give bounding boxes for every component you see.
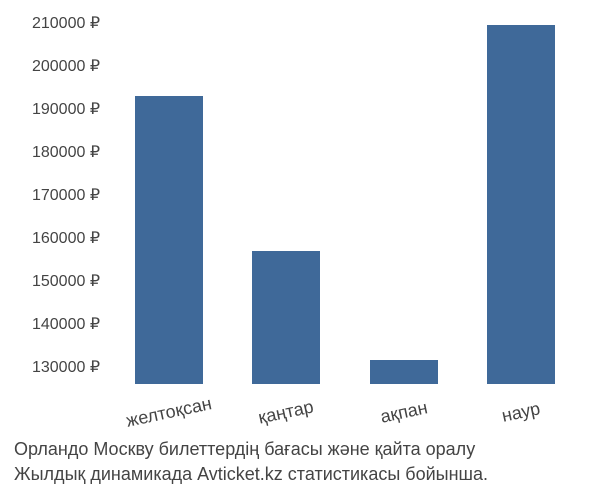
- bar: [370, 360, 438, 384]
- footer-line-2: Жылдық динамикада Avticket.kz статистика…: [14, 462, 592, 486]
- y-tick-label: 210000 ₽: [32, 13, 100, 33]
- bar: [487, 25, 555, 384]
- x-tick-label: ақпан: [378, 397, 429, 427]
- x-tick-label: желтоқсан: [124, 393, 213, 432]
- footer-line-1: Орландо Москву билеттердің бағасы және қ…: [14, 437, 592, 461]
- y-tick-label: 180000 ₽: [32, 142, 100, 162]
- bar: [252, 251, 320, 384]
- x-tick-label: қаңтар: [257, 396, 316, 428]
- chart-footer: Орландо Москву билеттердің бағасы және қ…: [0, 437, 600, 486]
- bar-chart: 130000 ₽ 140000 ₽ 150000 ₽ 160000 ₽ 170000 ₽…: [0, 0, 600, 500]
- y-tick-label: 200000 ₽: [32, 56, 100, 76]
- y-tick-label: 190000 ₽: [32, 99, 100, 119]
- bar: [135, 96, 203, 384]
- plot-area: 130000 ₽140000 ₽150000 ₽160000 ₽170000 ₽…: [110, 14, 580, 384]
- bars-container: [110, 14, 580, 384]
- y-tick-label: 170000 ₽: [32, 185, 100, 205]
- y-tick-label: 160000 ₽: [32, 228, 100, 248]
- y-tick-label: 140000 ₽: [32, 314, 100, 334]
- x-tick-label: наур: [500, 398, 542, 427]
- y-tick-label: 130000 ₽: [32, 357, 100, 377]
- y-tick-label: 150000 ₽: [32, 271, 100, 291]
